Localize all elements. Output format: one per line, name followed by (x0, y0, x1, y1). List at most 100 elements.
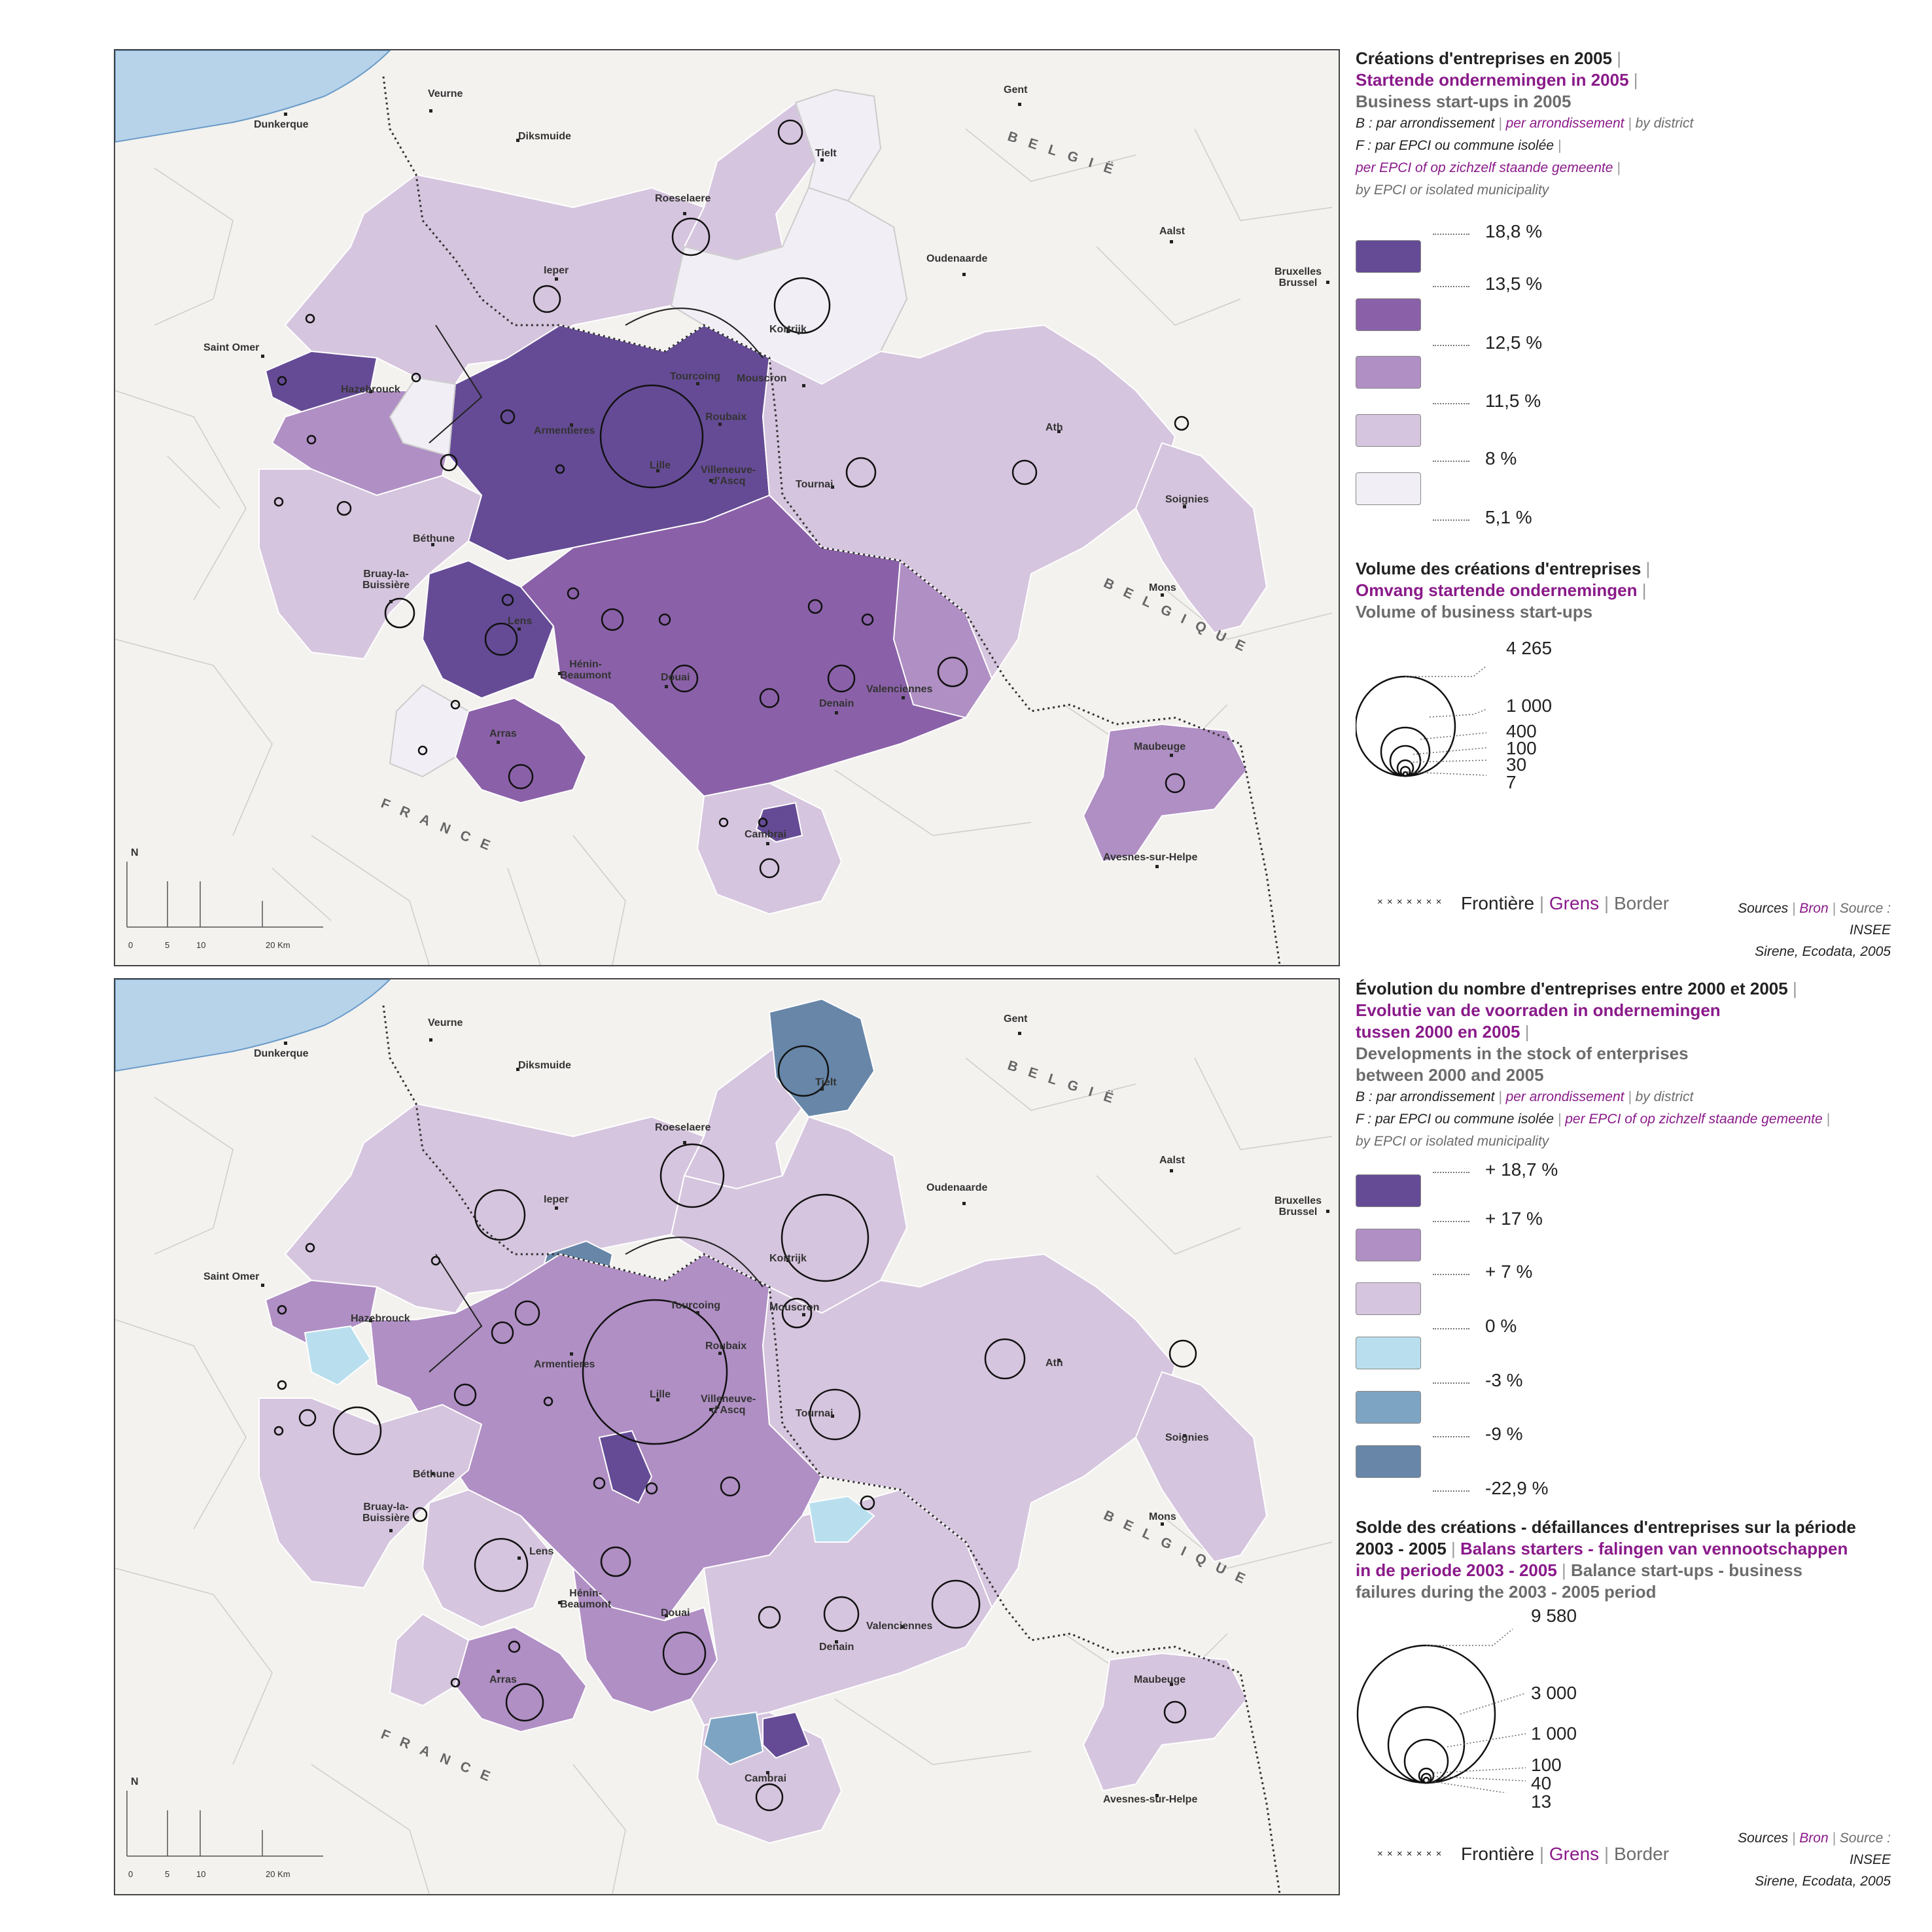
scale-bar (126, 862, 323, 928)
map-panel-startups: Dunkerque Veurne Diksmuide Gent Tielt Ro… (114, 49, 1340, 966)
label-arras: Arras (489, 728, 517, 739)
label-douai: Douai (661, 672, 690, 683)
label-henin: Hénin- Beaumont (560, 1588, 612, 1610)
label-lille: Lille (650, 1389, 671, 1400)
map1-circle-legend (1356, 665, 1487, 777)
label-diksmuide: Diksmuide (518, 131, 571, 142)
sea (115, 979, 391, 1072)
legend-startups: Créations d'entreprises en 2005 | Starte… (1356, 48, 1694, 198)
label-aalst: Aalst (1159, 226, 1186, 237)
map1-class-2: 13,5 % (1485, 273, 1543, 294)
map-panel-evolution: Dunkerque Veurne Diksmuide Gent Tielt Ro… (114, 978, 1340, 1895)
region-hazebrouck-neg (304, 1325, 372, 1386)
volume-circles (273, 119, 1189, 879)
scale-10: 10 (196, 1869, 206, 1879)
map1-circle-4: 100 (1506, 738, 1537, 758)
label-mouscron: Mouscron (737, 373, 787, 384)
map2-bal-title-fr-2: 2003 - 2005 (1356, 1539, 1447, 1558)
label-saint-omer: Saint Omer (203, 342, 260, 353)
map1-note-f-fr: F : par EPCI ou commune isolée (1356, 138, 1554, 153)
label-aalst: Aalst (1159, 1155, 1186, 1166)
label-oudenaarde: Oudenaarde (926, 253, 988, 264)
label-bethune: Béthune (413, 1469, 455, 1480)
border-line (382, 76, 1281, 965)
map1-circle-3: 400 (1506, 721, 1537, 741)
map2-balance-title: Solde des créations - défaillances d'ent… (1356, 1517, 1856, 1602)
map2-circle-legend (1356, 1628, 1526, 1793)
map2-sources: Sources | Bron | Source : INSEE Sirene, … (1738, 1831, 1891, 1889)
map2-circle-1: 9 580 (1531, 1606, 1577, 1626)
map2-note-f-en: by EPCI or isolated municipality (1356, 1134, 1549, 1149)
map1-vol-title-fr: Volume des créations d'entreprises (1356, 559, 1642, 578)
label-henin: Hénin- Beaumont (560, 659, 612, 681)
label-lens: Lens (529, 1546, 554, 1557)
label-lens: Lens (508, 616, 533, 627)
map2-circle-6: 13 (1531, 1791, 1552, 1812)
map1-note-b-en: by district (1635, 116, 1694, 131)
map1-circle-6: 7 (1506, 772, 1517, 792)
north-label: N (131, 1776, 139, 1787)
label-roeselaere: Roeselaere (655, 193, 711, 204)
map2-class-5: -3 % (1485, 1370, 1523, 1390)
region-arras (454, 1626, 588, 1733)
label-bruay: Bruay-la- Buissière (362, 1502, 410, 1524)
label-dunkerque: Dunkerque (254, 119, 309, 130)
label-tournai: Tournai (796, 479, 834, 490)
map1-border-fr: Frontière (1461, 893, 1535, 913)
map1-circle-1: 4 265 (1506, 638, 1553, 658)
scale-0: 0 (128, 1869, 133, 1879)
map1-class-6: 5,1 % (1485, 507, 1532, 527)
map1-class-4: 11,5 % (1485, 391, 1541, 411)
map1-sources: Sources | Bron | Source : INSEE Sirene, … (1738, 901, 1891, 959)
label-avesnes: Avesnes-sur-Helpe (1103, 1794, 1198, 1805)
label-mons: Mons (1149, 1511, 1176, 1522)
map1-note-b-nl: per arrondissement (1505, 116, 1625, 131)
region-arras (454, 697, 588, 804)
label-douai: Douai (661, 1607, 690, 1619)
label-gent: Gent (1004, 1013, 1028, 1025)
label-bethune: Béthune (413, 533, 455, 544)
map2-title-nl-2: tussen 2000 en 2005 (1356, 1022, 1520, 1042)
label-roubaix: Roubaix (705, 1341, 747, 1352)
map2-circle-5: 40 (1531, 1773, 1552, 1793)
region-carvin (598, 1430, 653, 1504)
label-soignies: Soignies (1165, 494, 1209, 505)
map1-note-f-nl: per EPCI of op zichzelf staande gemeente (1356, 160, 1613, 175)
map1-swatch-2 (1356, 298, 1421, 331)
label-villeneuve: Villeneuve- d'Ascq (701, 465, 756, 487)
label-mons: Mons (1149, 582, 1176, 593)
map2-swatch-2 (1356, 1229, 1421, 1261)
map1-swatch-5 (1356, 472, 1421, 505)
map1-volume-title: Volume des créations d'entreprises | Omv… (1356, 559, 1651, 622)
map1-source-sirene: Sirene, Ecodata, 2005 (1755, 944, 1891, 959)
city-dots (261, 1032, 1329, 1797)
border-line (382, 1005, 1281, 1894)
scale-bar (126, 1791, 323, 1857)
map2-class-2: + 17 % (1485, 1208, 1543, 1229)
region-lens (421, 1488, 555, 1628)
label-valenciennes: Valenciennes (866, 684, 933, 695)
label-valenciennes: Valenciennes (866, 1621, 933, 1632)
map2-source-nl: Bron (1799, 1831, 1829, 1846)
map2-bal-title-en-2: failures during the 2003 - 2005 period (1356, 1582, 1657, 1602)
map1-source-nl: Bron (1799, 901, 1829, 916)
label-ath: Ath (1045, 1358, 1063, 1369)
label-hazebrouck: Hazebrouck (351, 1313, 410, 1324)
map2-bal-title-nl-1: Balans starters - falingen van vennootsc… (1460, 1539, 1848, 1558)
balance-circles (273, 1045, 1197, 1812)
map2-border-en: Border (1613, 1844, 1670, 1864)
region-armentieres-west (389, 376, 457, 457)
label-denain: Denain (819, 698, 854, 709)
region-soignies (1134, 442, 1268, 634)
map1-circle-2: 1 000 (1506, 695, 1553, 716)
sea (115, 50, 391, 143)
map2-swatch-6 (1356, 1445, 1421, 1478)
map1-title-fr: Créations d'entreprises en 2005 (1356, 48, 1613, 68)
label-cambrai: Cambrai (745, 1773, 787, 1784)
label-lille: Lille (650, 460, 671, 471)
region-condé (807, 1495, 875, 1543)
map2-title-nl-1: Evolutie van de voorraden in onderneming… (1356, 1000, 1721, 1020)
map1-border-en: Border (1613, 893, 1670, 913)
map2-source-fr: Sources (1738, 1831, 1789, 1846)
map2-border-symbol: × × × × × × × (1377, 1848, 1443, 1859)
